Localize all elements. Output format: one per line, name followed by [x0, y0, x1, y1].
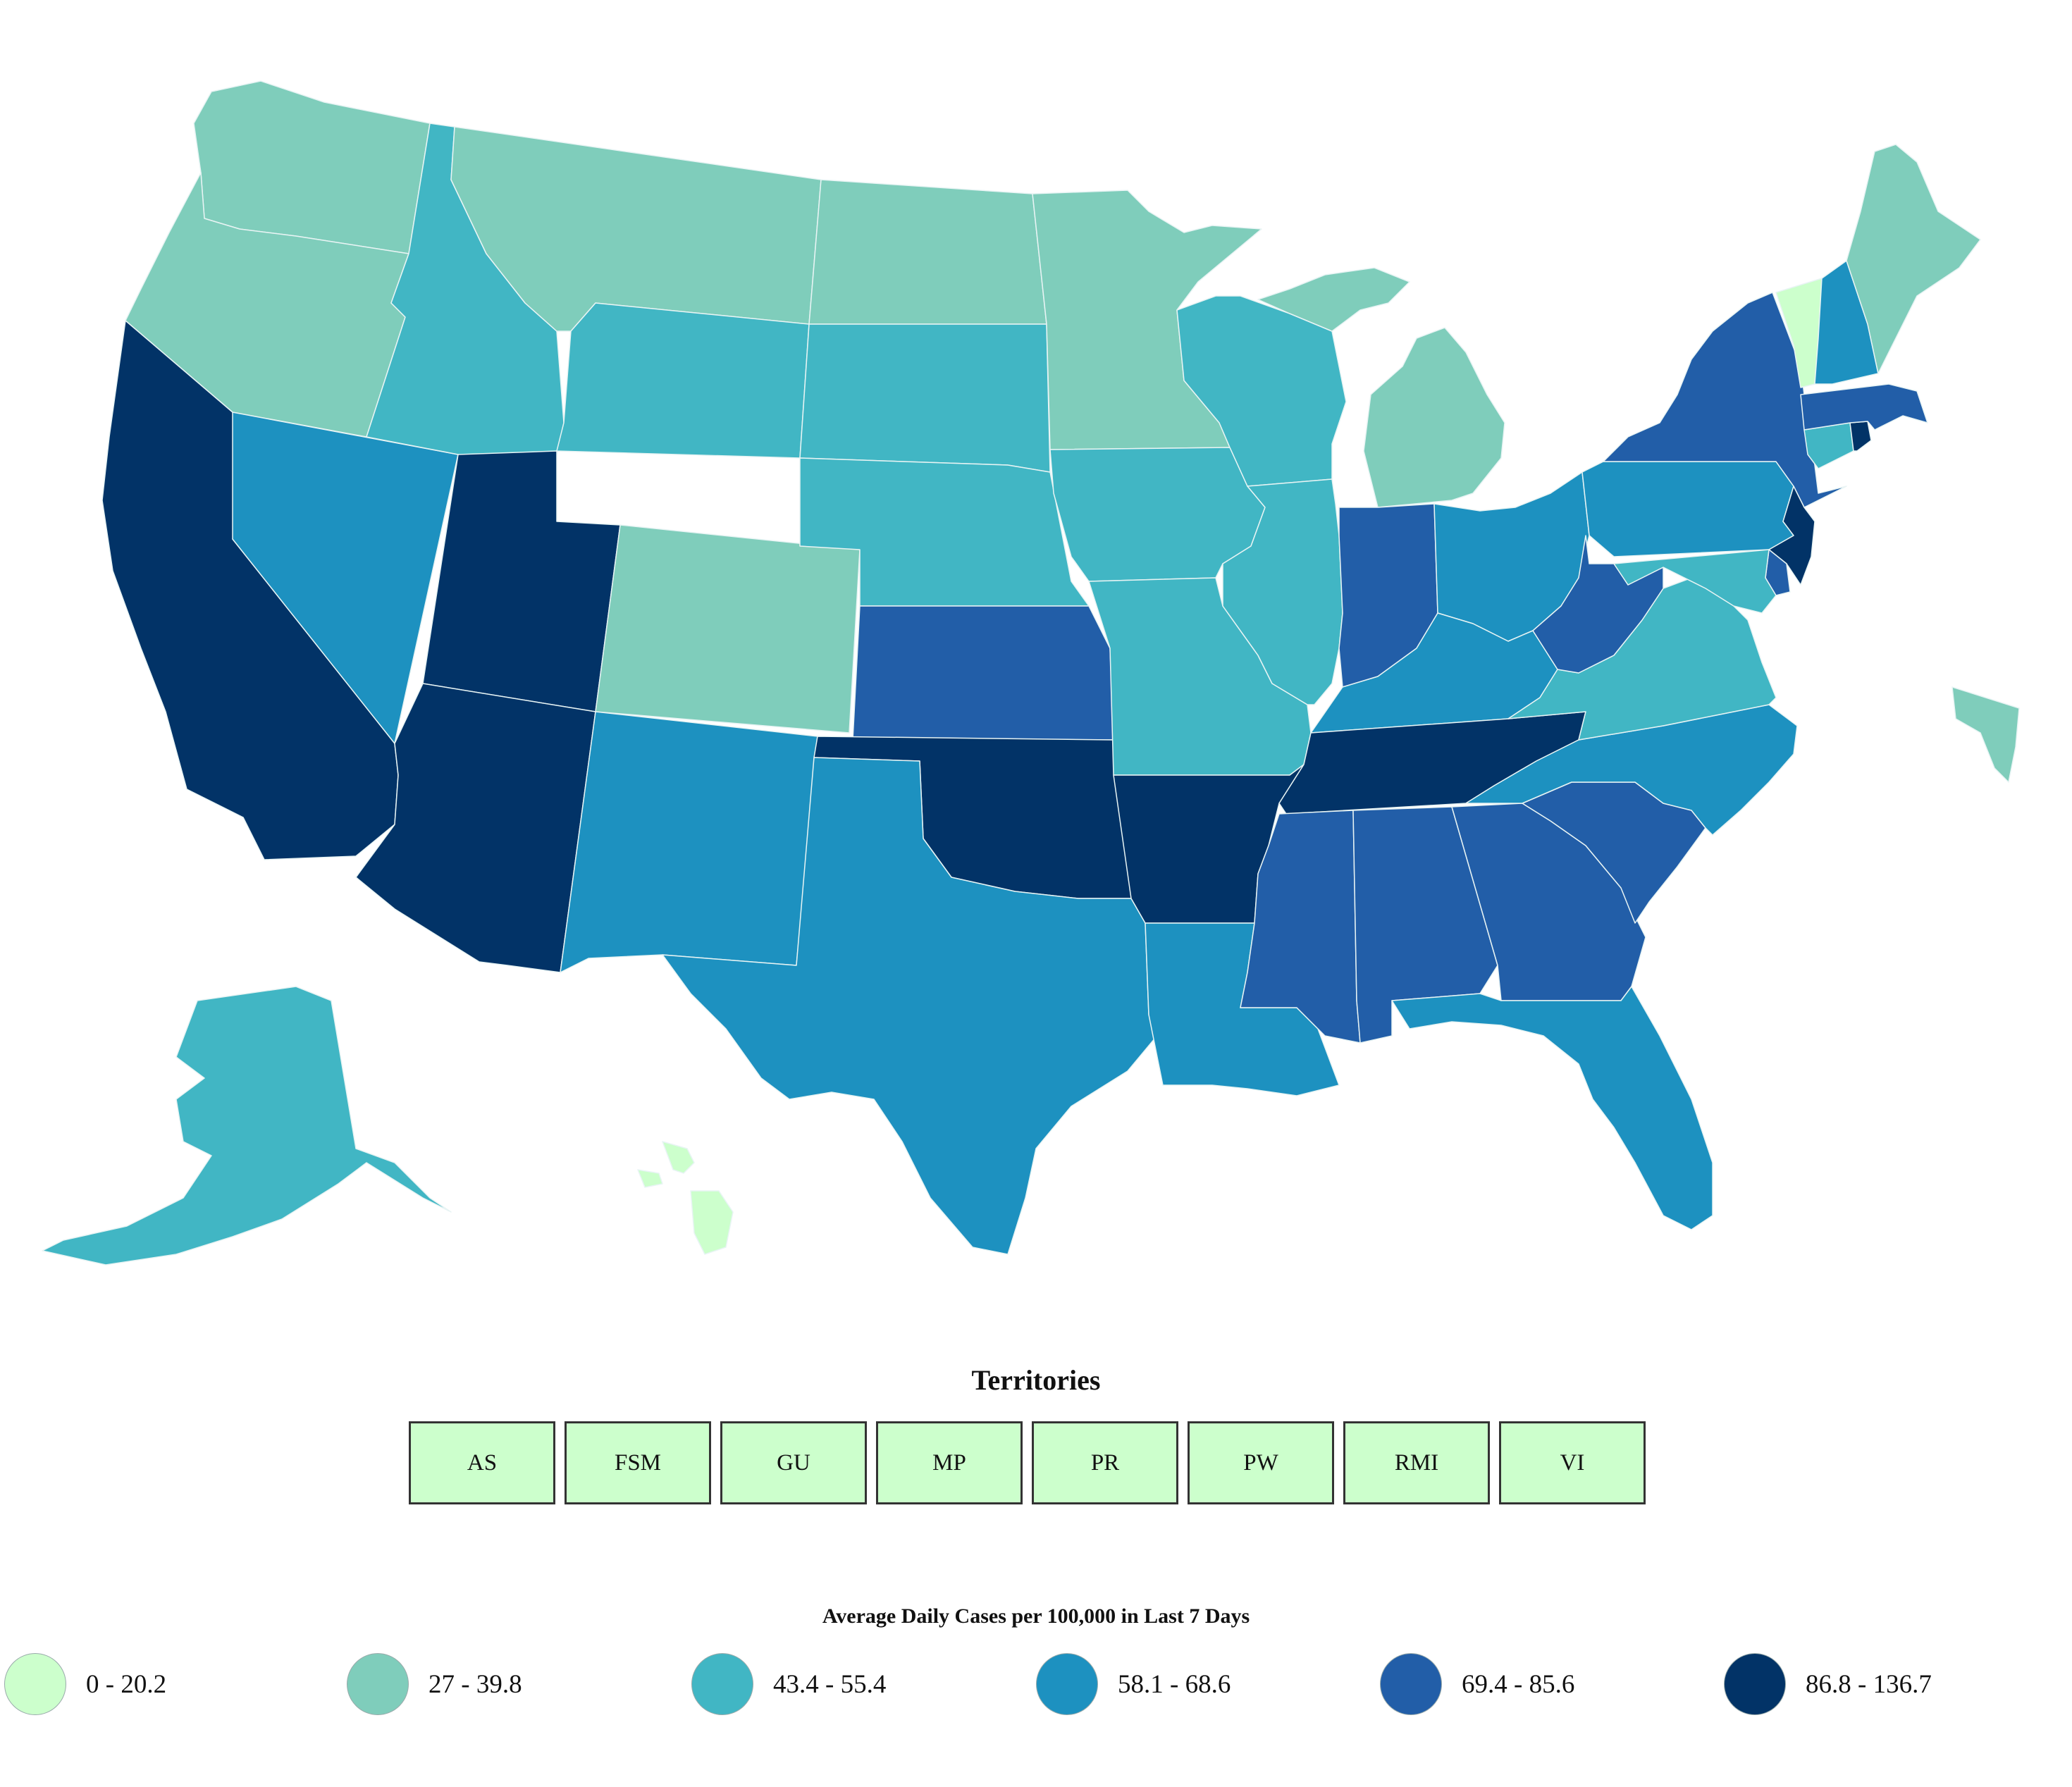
legend-label: 69.4 - 85.6: [1462, 1669, 1575, 1699]
state-sd[interactable]: [799, 323, 1051, 473]
states-layer: [42, 80, 2020, 1266]
state-nd[interactable]: [808, 179, 1047, 325]
legend-item: 0 - 20.2: [4, 1652, 166, 1717]
state-wi[interactable]: [1176, 295, 1347, 487]
state-ri[interactable]: [1849, 421, 1872, 452]
legend-item: 86.8 - 136.7: [1724, 1652, 1932, 1717]
state-md[interactable]: [1613, 549, 1777, 614]
state-pr[interactable]: [1951, 686, 2020, 783]
state-mi[interactable]: [1257, 267, 1505, 508]
state-nm[interactable]: [560, 711, 818, 973]
legend-title: Average Daily Cases per 100,000 in Last …: [822, 1604, 1250, 1628]
legend-swatch-4: [1380, 1653, 1442, 1715]
territory-button-gu[interactable]: GU: [720, 1421, 867, 1504]
territory-buttons: AS FSM GU MP PR PW RMI VI: [409, 1421, 1646, 1504]
territory-button-mp[interactable]: MP: [876, 1421, 1023, 1504]
state-ak[interactable]: [42, 986, 452, 1266]
state-wy[interactable]: [556, 302, 810, 459]
legend-swatch-5: [1724, 1653, 1786, 1715]
legend-label: 0 - 20.2: [86, 1669, 167, 1699]
legend-swatch-1: [347, 1653, 409, 1715]
state-me[interactable]: [1846, 144, 1981, 374]
territory-button-vi[interactable]: VI: [1499, 1421, 1646, 1504]
territory-button-fsm[interactable]: FSM: [565, 1421, 711, 1504]
legend-item: 43.4 - 55.4: [691, 1652, 886, 1717]
state-fl[interactable]: [1391, 986, 1713, 1230]
state-il[interactable]: [1222, 478, 1343, 705]
territories-title: Territories: [971, 1364, 1101, 1396]
legend-swatch-3: [1036, 1653, 1098, 1715]
territory-button-as[interactable]: AS: [409, 1421, 555, 1504]
state-ks[interactable]: [852, 605, 1114, 741]
us-choropleth-map: [42, 80, 2020, 1266]
state-ut[interactable]: [422, 450, 621, 712]
legend-label: 27 - 39.8: [428, 1669, 522, 1699]
legend-swatch-2: [691, 1653, 753, 1715]
state-hi[interactable]: [637, 1141, 734, 1255]
state-ma[interactable]: [1800, 383, 1928, 431]
legend-label: 43.4 - 55.4: [773, 1669, 887, 1699]
state-mo[interactable]: [1088, 577, 1312, 776]
legend-item: 69.4 - 85.6: [1380, 1652, 1574, 1717]
state-tx[interactable]: [662, 757, 1164, 1255]
legend-item: 58.1 - 68.6: [1036, 1652, 1231, 1717]
territory-button-pw[interactable]: PW: [1188, 1421, 1334, 1504]
legend-label: 58.1 - 68.6: [1118, 1669, 1231, 1699]
territory-button-rmi[interactable]: RMI: [1343, 1421, 1490, 1504]
legend-label: 86.8 - 136.7: [1806, 1669, 1932, 1699]
legend-swatch-0: [4, 1653, 66, 1715]
state-pa[interactable]: [1581, 461, 1794, 557]
legend-item: 27 - 39.8: [347, 1652, 522, 1717]
state-nj[interactable]: [1768, 486, 1815, 586]
state-co[interactable]: [595, 524, 861, 734]
territory-button-pr[interactable]: PR: [1032, 1421, 1178, 1504]
